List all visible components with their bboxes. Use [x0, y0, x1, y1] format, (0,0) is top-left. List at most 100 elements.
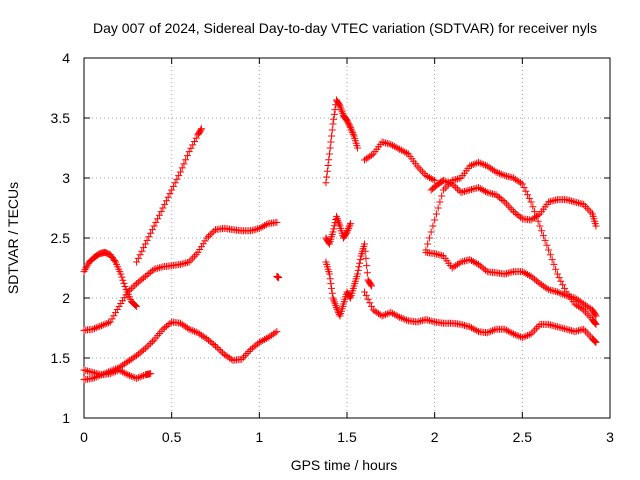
data-point [161, 200, 169, 208]
data-point [131, 281, 139, 289]
data-point [145, 341, 153, 349]
data-point [497, 195, 505, 203]
data-point [532, 277, 540, 285]
data-point [453, 185, 461, 193]
data-point [539, 232, 547, 240]
data-point [432, 210, 440, 218]
data-point [129, 283, 137, 291]
data-point [513, 210, 521, 218]
data-point [496, 169, 504, 177]
data-point [150, 222, 158, 230]
data-point [475, 184, 482, 192]
data-point [266, 332, 274, 340]
data-point [227, 355, 235, 363]
data-point [325, 270, 333, 278]
series-track-11 [361, 138, 439, 184]
y-tick-label: 1.5 [51, 350, 71, 366]
data-point [439, 176, 447, 184]
data-point [524, 191, 532, 199]
data-point [190, 138, 198, 146]
data-point [330, 225, 338, 233]
data-point [219, 349, 227, 357]
data-point [361, 240, 369, 248]
data-point [199, 240, 207, 248]
data-point [273, 328, 281, 336]
data-point [323, 173, 331, 181]
data-point [541, 283, 549, 291]
data-point [553, 288, 561, 296]
series-track-10 [361, 288, 600, 346]
data-point [445, 179, 453, 187]
data-point [450, 263, 458, 271]
data-point [185, 148, 193, 156]
series-track-12 [422, 248, 600, 320]
y-tick-label: 2 [62, 290, 70, 306]
data-point [182, 323, 190, 331]
data-point [328, 289, 336, 297]
data-point [122, 370, 130, 378]
data-point [578, 305, 586, 313]
data-point [574, 296, 582, 304]
data-point [126, 286, 134, 294]
data-point [387, 140, 395, 148]
data-point [133, 352, 141, 360]
data-point [141, 344, 149, 352]
data-point [140, 244, 148, 252]
data-point [206, 231, 214, 239]
data-point [487, 327, 495, 335]
data-point [476, 262, 484, 270]
data-point [531, 275, 539, 283]
data-point [347, 125, 355, 133]
data-point [478, 186, 486, 194]
data-point [328, 132, 336, 140]
data-point [378, 312, 386, 320]
data-point [506, 328, 514, 336]
data-point [511, 209, 519, 217]
series-track-2 [80, 218, 281, 334]
data-point [329, 228, 337, 236]
data-point [197, 125, 205, 133]
data-point [510, 330, 518, 338]
data-point [148, 267, 156, 275]
data-point [504, 327, 512, 335]
data-point [115, 302, 123, 310]
data-point [187, 326, 195, 334]
data-point [497, 170, 505, 178]
data-point [453, 260, 461, 268]
data-point [178, 320, 186, 328]
data-point [361, 247, 369, 255]
data-point [94, 323, 102, 331]
data-point [361, 288, 369, 296]
data-point [344, 225, 352, 233]
data-point [546, 251, 554, 259]
data-point [328, 126, 336, 134]
data-point [469, 325, 477, 333]
data-point [175, 172, 183, 180]
data-point [354, 266, 362, 274]
data-point [492, 191, 500, 199]
data-point [446, 179, 454, 187]
data-point [185, 325, 193, 333]
data-point [517, 179, 525, 187]
data-point [466, 323, 474, 331]
data-point [106, 370, 114, 378]
data-point [159, 204, 167, 212]
data-point [124, 371, 132, 379]
data-point [571, 294, 579, 302]
data-point [367, 281, 375, 289]
data-point [189, 141, 197, 149]
data-point [518, 180, 526, 188]
data-point [208, 229, 216, 237]
data-point [148, 338, 156, 346]
data-point [325, 150, 333, 158]
data-point [510, 174, 518, 182]
data-point [247, 346, 255, 354]
data-point [166, 319, 174, 327]
data-point [362, 292, 370, 300]
data-point [362, 155, 370, 163]
data-point [401, 315, 409, 323]
data-point [122, 359, 130, 367]
data-point [520, 184, 528, 192]
data-point [275, 274, 283, 282]
data-point [368, 282, 376, 290]
